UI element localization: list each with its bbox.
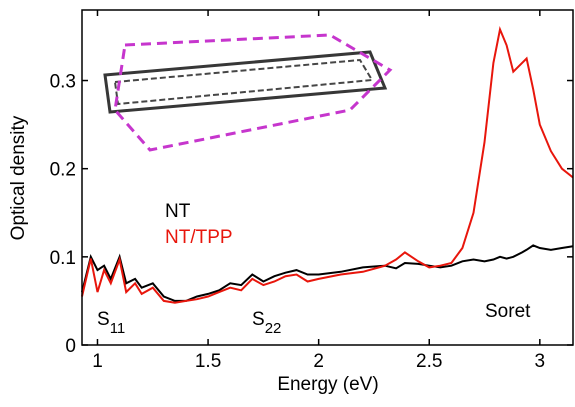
x-tick-label: 1.5	[195, 351, 221, 372]
plot-frame	[81, 9, 574, 346]
y-tick-label: 0	[65, 336, 76, 357]
inset-illustration	[103, 33, 393, 152]
y-tick-label: 0.1	[50, 248, 76, 269]
y-axis-label: Optical density	[8, 115, 29, 240]
nanotube	[103, 50, 388, 114]
x-axis-label: Energy (eV)	[277, 374, 378, 395]
legend-entry: NT/TPP	[165, 227, 233, 248]
legend-entry: NT	[165, 201, 191, 222]
series-line	[81, 244, 574, 302]
x-tick-label: 3	[535, 351, 546, 372]
series-line	[81, 25, 574, 304]
y-tick-label: 0.3	[50, 72, 76, 93]
annotation-text: S	[252, 309, 265, 330]
x-tick-label: 2	[313, 351, 324, 372]
annotation-text: S	[97, 309, 110, 330]
annotation: S22	[252, 309, 281, 337]
annotation-subscript: 11	[110, 320, 126, 337]
x-tick-label: 2.5	[416, 351, 442, 372]
annotation: Soret	[485, 301, 531, 322]
nanotube-lattice	[113, 58, 374, 106]
annotation-text: Soret	[485, 301, 531, 322]
annotation: S11	[97, 309, 125, 337]
annotation-subscript: 22	[265, 320, 282, 337]
y-tick-label: 0.2	[50, 160, 76, 181]
x-tick-label: 1	[92, 351, 103, 372]
